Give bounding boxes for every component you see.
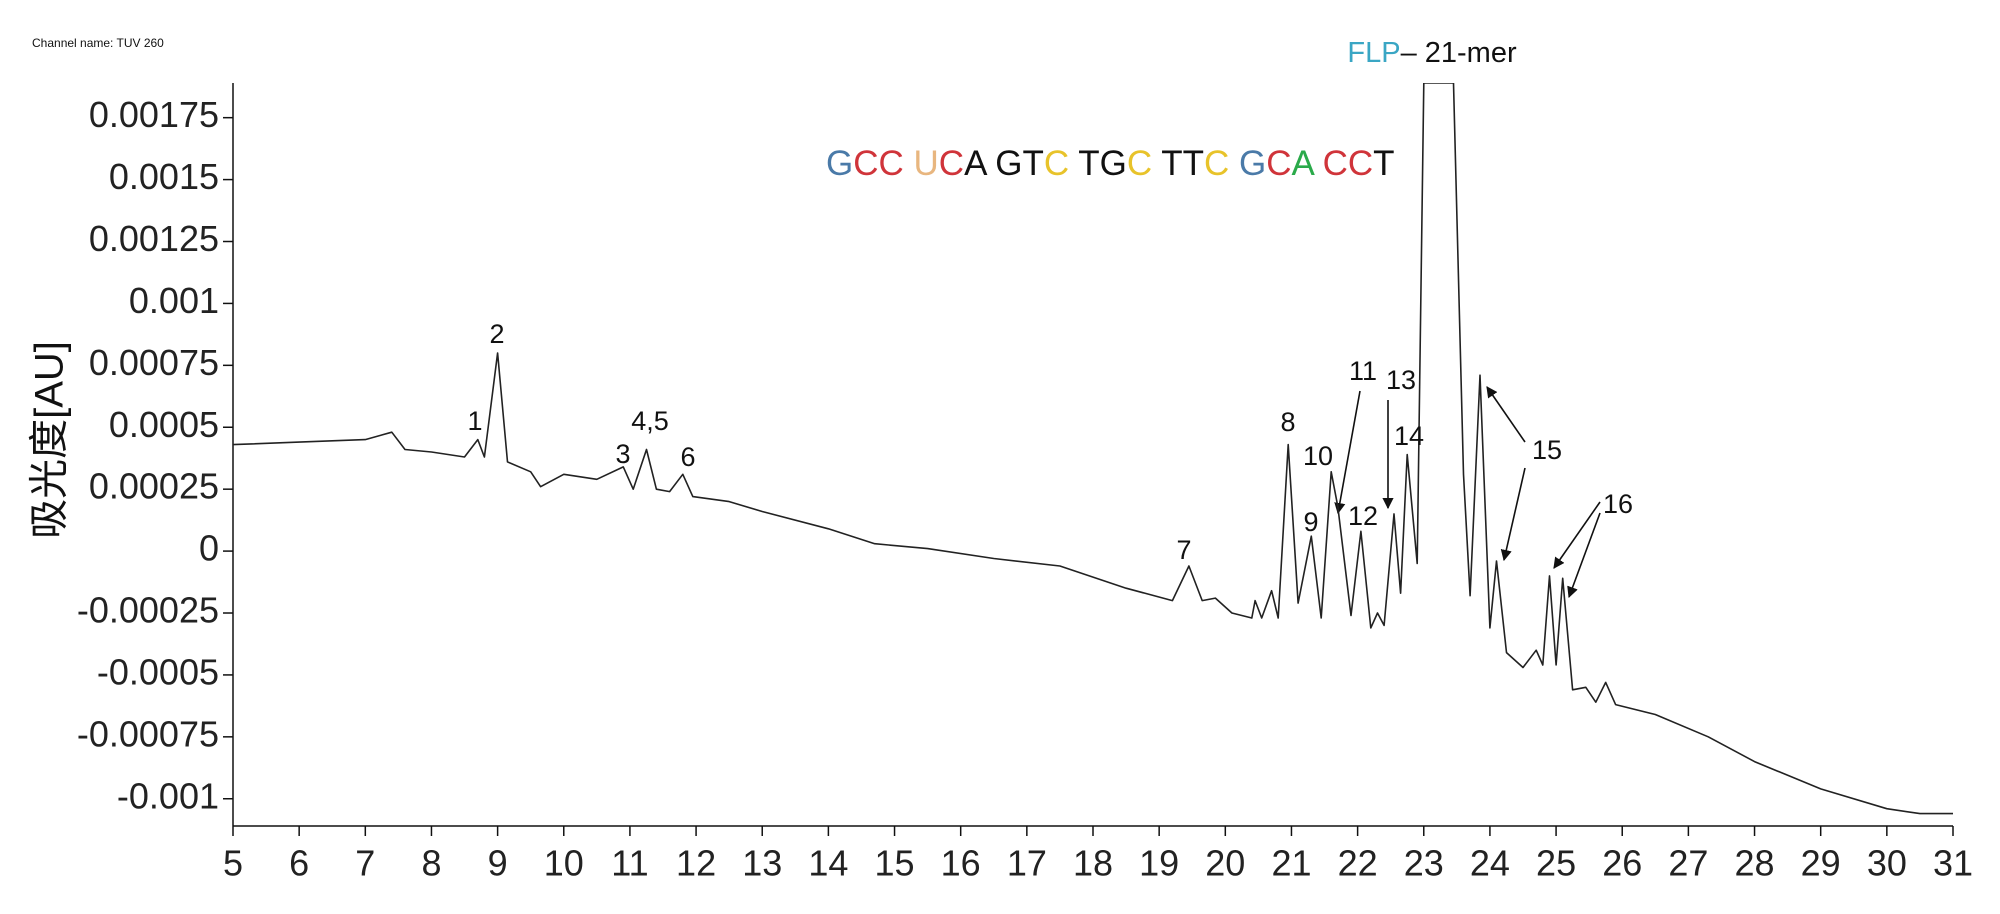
y-tick-label: 0 bbox=[199, 528, 219, 569]
arrow bbox=[1500, 467, 1526, 562]
x-tick-label: 9 bbox=[488, 843, 508, 884]
y-tick-label: -0.00075 bbox=[77, 713, 219, 754]
peak-label: 2 bbox=[489, 319, 504, 349]
x-tick-label: 28 bbox=[1735, 843, 1775, 884]
peak-label: 6 bbox=[680, 442, 695, 472]
x-tick-label: 23 bbox=[1404, 843, 1444, 884]
sequence-part: CC bbox=[1323, 144, 1374, 183]
arrow bbox=[1567, 512, 1601, 599]
sequence-part: C bbox=[1044, 144, 1078, 183]
peak-label: 1 bbox=[467, 406, 482, 436]
x-tick-label: 25 bbox=[1536, 843, 1576, 884]
peak-label: 11 bbox=[1349, 356, 1377, 386]
arrows bbox=[1334, 386, 1601, 599]
sequence-part: C bbox=[1266, 144, 1291, 183]
x-tick-label: 29 bbox=[1801, 843, 1841, 884]
peak-heading: FLP– 21-mer bbox=[1347, 37, 1517, 69]
y-tick-label: 0.001 bbox=[129, 280, 219, 321]
x-tick-label: 18 bbox=[1073, 843, 1113, 884]
arrow bbox=[1486, 386, 1526, 443]
x-tick-label: 6 bbox=[289, 843, 309, 884]
sequence: GCC UCA GTC TGC TTC GCA CCT bbox=[826, 144, 1395, 183]
peak-label: 13 bbox=[1386, 365, 1416, 395]
y-tick-label: 0.0015 bbox=[109, 156, 219, 197]
x-tick-label: 30 bbox=[1867, 843, 1907, 884]
x-tick-label: 20 bbox=[1205, 843, 1245, 884]
sequence-part: G bbox=[1239, 144, 1266, 183]
peak-label: 10 bbox=[1303, 441, 1333, 471]
peak-label: 4,5 bbox=[631, 406, 669, 436]
x-tick-label: 11 bbox=[611, 843, 648, 884]
peak-label: 7 bbox=[1176, 535, 1191, 565]
y-tick-label: 0.00075 bbox=[89, 342, 219, 383]
channel-name: Channel name: TUV 260 bbox=[32, 36, 164, 50]
x-tick-label: 5 bbox=[223, 843, 243, 884]
sequence-part: U bbox=[914, 144, 939, 183]
x-tick-label: 15 bbox=[875, 843, 915, 884]
peak-label: 8 bbox=[1280, 407, 1295, 437]
x-tick-label: 12 bbox=[676, 843, 716, 884]
y-axis-label: 吸光度[AU] bbox=[28, 341, 72, 539]
peak-label: 9 bbox=[1303, 507, 1318, 537]
x-tick-label: 13 bbox=[742, 843, 782, 884]
sequence-part: TT bbox=[1161, 144, 1204, 183]
peak-label: 3 bbox=[615, 439, 630, 469]
sequence-part: C bbox=[1204, 144, 1239, 183]
peak-label: 15 bbox=[1532, 435, 1562, 465]
peak-label: 12 bbox=[1348, 501, 1378, 531]
x-tick-label: 7 bbox=[355, 843, 375, 884]
peak-label: 16 bbox=[1603, 489, 1633, 519]
x-tick-label: 10 bbox=[544, 843, 584, 884]
y-tick-label: 0.0005 bbox=[109, 404, 219, 445]
x-tick-label: 31 bbox=[1933, 843, 1973, 884]
sequence-part: C bbox=[1127, 144, 1161, 183]
peak-heading-part: FLP bbox=[1347, 37, 1400, 69]
y-tick-label: -0.00025 bbox=[77, 590, 219, 631]
sequence-part: C bbox=[939, 144, 964, 183]
x-tick-label: 24 bbox=[1470, 843, 1510, 884]
y-tick-label: -0.001 bbox=[117, 775, 219, 816]
sequence-part: T bbox=[1373, 144, 1394, 183]
x-tick-label: 14 bbox=[808, 843, 848, 884]
sequence-part: CC bbox=[853, 144, 913, 183]
x-tick-label: 17 bbox=[1007, 843, 1047, 884]
arrow bbox=[1334, 390, 1361, 515]
x-tick-label: 16 bbox=[941, 843, 981, 884]
x-tick-label: 8 bbox=[421, 843, 441, 884]
sequence-part: G bbox=[826, 144, 853, 183]
x-tick-label: 27 bbox=[1668, 843, 1708, 884]
y-tick-label: 0.00025 bbox=[89, 466, 219, 507]
peak-heading-part: – 21-mer bbox=[1401, 37, 1517, 69]
sequence-part: A GT bbox=[964, 144, 1044, 183]
chromatogram-line bbox=[233, 83, 1953, 815]
sequence-part: A bbox=[1291, 144, 1322, 183]
x-tick-label: 26 bbox=[1602, 843, 1642, 884]
y-tick-label: 0.00125 bbox=[89, 218, 219, 259]
x-tick-label: 21 bbox=[1271, 843, 1311, 884]
x-tick-label: 22 bbox=[1338, 843, 1378, 884]
arrow bbox=[1553, 501, 1601, 569]
y-tick-label: 0.00175 bbox=[89, 94, 219, 135]
x-tick-label: 19 bbox=[1139, 843, 1179, 884]
y-tick-label: -0.0005 bbox=[97, 651, 219, 692]
peak-label: 14 bbox=[1394, 421, 1424, 451]
sequence-part: TG bbox=[1078, 144, 1127, 183]
